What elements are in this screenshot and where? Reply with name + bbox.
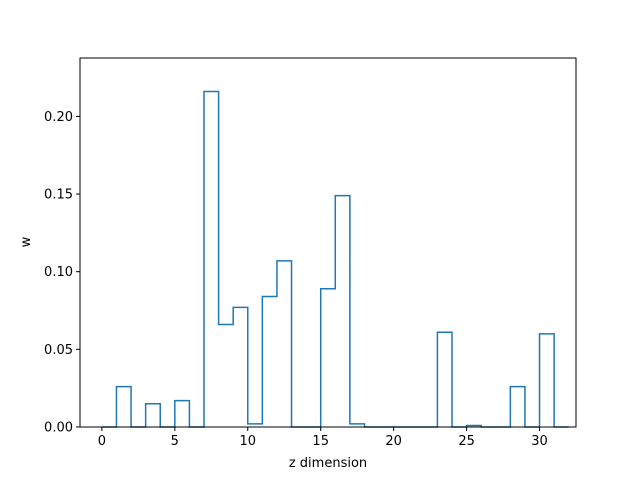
x-tick-label: 20 <box>385 434 402 449</box>
bin-12 <box>277 261 292 427</box>
x-axis-label: z dimension <box>289 456 367 471</box>
y-tick-label: 0.10 <box>44 265 73 280</box>
x-axis: 0 5 10 15 20 25 30 <box>98 427 548 449</box>
x-tick-label: 15 <box>312 434 329 449</box>
bin-1 <box>116 387 131 427</box>
x-tick-label: 0 <box>98 434 106 449</box>
bin-15 <box>321 289 336 427</box>
bin-23 <box>437 332 452 427</box>
y-axis-label: w <box>19 236 34 247</box>
y-axis: 0.00 0.05 0.10 0.15 0.20 <box>44 110 80 436</box>
bin-28 <box>510 387 525 427</box>
x-tick-label: 5 <box>171 434 179 449</box>
y-tick-label: 0.15 <box>44 188 73 203</box>
bin-30 <box>540 334 555 427</box>
bin-16 <box>335 196 350 427</box>
bin-9 <box>233 307 248 427</box>
bin-7 <box>204 92 219 427</box>
bin-3 <box>146 404 161 427</box>
x-tick-label: 25 <box>458 434 475 449</box>
x-tick-label: 10 <box>239 434 256 449</box>
y-tick-label: 0.20 <box>44 110 73 125</box>
y-tick-label: 0.05 <box>44 343 73 358</box>
x-tick-label: 30 <box>531 434 548 449</box>
axes-frame <box>79 57 577 428</box>
bin-11 <box>262 297 277 427</box>
y-tick-label: 0.00 <box>44 421 73 436</box>
bin-8 <box>219 325 234 428</box>
bin-5 <box>175 401 190 427</box>
